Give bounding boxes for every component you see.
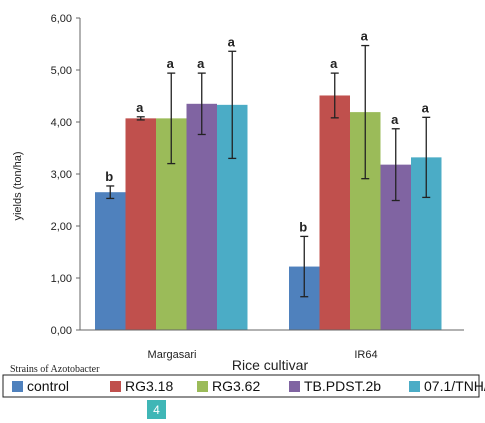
- legend-label: TB.PDST.2b: [304, 378, 381, 394]
- bar-2-ir64: [319, 95, 350, 330]
- significance-letter: a: [197, 56, 205, 71]
- legend: control RG3.18 RG3.62 TB.PDST.2b 07.1/TNH/II: [12, 378, 485, 394]
- y-tick-label: 3,00: [51, 169, 72, 181]
- y-tick-label: 4,00: [51, 117, 72, 129]
- significance-letter: b: [299, 219, 307, 234]
- significance-labels: b a a a a b a a a a: [105, 29, 429, 235]
- bars: [95, 95, 442, 331]
- significance-letter: a: [391, 112, 399, 127]
- significance-letter: a: [361, 29, 369, 44]
- legend-swatch: [12, 381, 23, 392]
- y-tick-label: 0,00: [51, 325, 72, 337]
- x-category-label: Margasari: [148, 349, 197, 361]
- x-axis-label: Rice cultivar: [232, 357, 309, 373]
- legend-label: control: [27, 378, 69, 394]
- legend-swatch: [110, 381, 121, 392]
- y-tick-label: 1,00: [51, 273, 72, 285]
- legend-swatch: [197, 381, 208, 392]
- error-bars: [106, 44, 431, 298]
- significance-letter: a: [136, 100, 144, 115]
- legend-title: Strains of Azotobacter: [10, 364, 100, 375]
- bar-1-margasari: [95, 192, 126, 330]
- x-categories: Margasari IR64: [148, 349, 378, 361]
- legend-label: RG3.18: [125, 378, 173, 394]
- legend-swatch: [409, 381, 420, 392]
- y-tick-label: 6,00: [51, 13, 72, 25]
- page-marker-number: 4: [153, 403, 160, 417]
- legend-swatch: [289, 381, 300, 392]
- significance-letter: a: [167, 56, 175, 71]
- page-marker-badge: [147, 400, 166, 419]
- significance-letter: a: [330, 56, 338, 71]
- x-category-label: IR64: [354, 349, 377, 361]
- significance-letter: b: [105, 169, 113, 184]
- y-tick-label: 5,00: [51, 65, 72, 77]
- y-tick-label: 2,00: [51, 221, 72, 233]
- bar-4-margasari: [186, 103, 217, 330]
- y-axis-label: yields (ton/ha): [12, 151, 24, 220]
- legend-label: RG3.62: [212, 378, 260, 394]
- y-ticks: 0,00 1,00 2,00 3,00 4,00 5,00 6,00: [51, 13, 80, 337]
- legend-label: 07.1/TNH/II: [424, 378, 485, 394]
- bar-2-margasari: [125, 118, 156, 330]
- significance-letter: a: [422, 100, 430, 115]
- significance-letter: a: [228, 34, 236, 49]
- legend-box: [2, 374, 480, 398]
